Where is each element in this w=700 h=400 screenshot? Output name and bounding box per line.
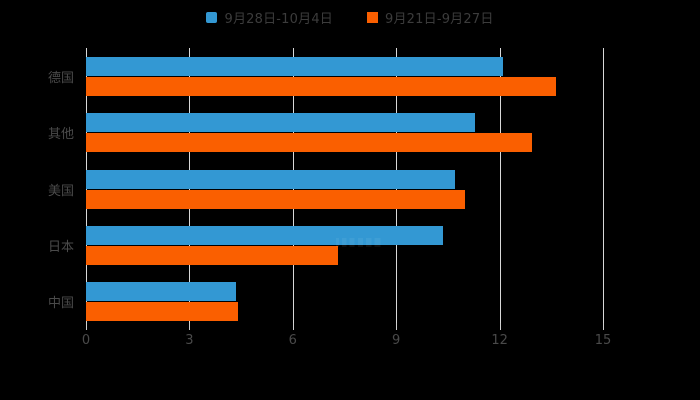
bar[interactable] <box>86 225 443 245</box>
legend-circle-marker-icon <box>206 12 218 23</box>
x-tick-label: 6 <box>288 333 297 348</box>
bar-group <box>86 282 603 322</box>
x-axis: 0 3 6 9 12 15 <box>82 323 611 360</box>
x-tick-mark <box>499 323 501 330</box>
bar-group <box>86 225 603 265</box>
legend-item-series-b[interactable]: 9月21日-9月27日 <box>367 8 494 27</box>
bar-group <box>86 169 603 209</box>
x-tick-label: 9 <box>392 333 401 348</box>
x-tick-label: 15 <box>594 333 612 348</box>
y-tick-label: 德国 <box>47 70 74 86</box>
y-tick-label: 中国 <box>47 296 74 312</box>
bar[interactable] <box>86 113 476 133</box>
bar-group <box>86 113 603 153</box>
y-tick-label: 日本 <box>47 239 74 255</box>
x-tick-mark <box>603 323 604 330</box>
legend-square-marker-icon <box>367 12 378 23</box>
bar[interactable] <box>86 245 338 265</box>
gridline <box>396 48 398 330</box>
x-tick-label: 0 <box>81 333 91 348</box>
x-tick-mark <box>396 323 398 330</box>
gridline <box>189 48 191 330</box>
bar[interactable] <box>86 302 238 322</box>
legend-label-series-a: 9月28日-10月4日 <box>224 12 333 27</box>
x-tick-mark <box>189 323 191 330</box>
legend-label-series-b: 9月21日-9月27日 <box>385 12 494 27</box>
chart-legend: 9月28日-10月4日 9月21日-9月27日 <box>0 8 700 27</box>
legend-item-series-a[interactable]: 9月28日-10月4日 <box>206 8 333 27</box>
bar[interactable] <box>86 56 504 76</box>
gridline <box>603 48 604 330</box>
y-axis-category-labels: 德国 其他 美国 日本 中国 <box>0 48 80 330</box>
y-tick-label: 美国 <box>47 183 74 199</box>
x-tick-mark <box>292 323 294 330</box>
bar[interactable] <box>86 133 533 153</box>
bar[interactable] <box>86 282 236 302</box>
x-tick-mark <box>86 323 87 330</box>
y-tick-label: 其他 <box>47 127 74 143</box>
plot-area <box>86 48 604 330</box>
gridline <box>499 48 501 330</box>
bar[interactable] <box>86 169 455 189</box>
bar[interactable] <box>86 76 557 96</box>
x-tick-label: 3 <box>185 333 194 348</box>
bar-group <box>86 56 603 96</box>
x-tick-label: 12 <box>491 333 508 348</box>
gridline <box>292 48 294 330</box>
bar[interactable] <box>86 189 466 209</box>
gridline <box>86 48 87 330</box>
